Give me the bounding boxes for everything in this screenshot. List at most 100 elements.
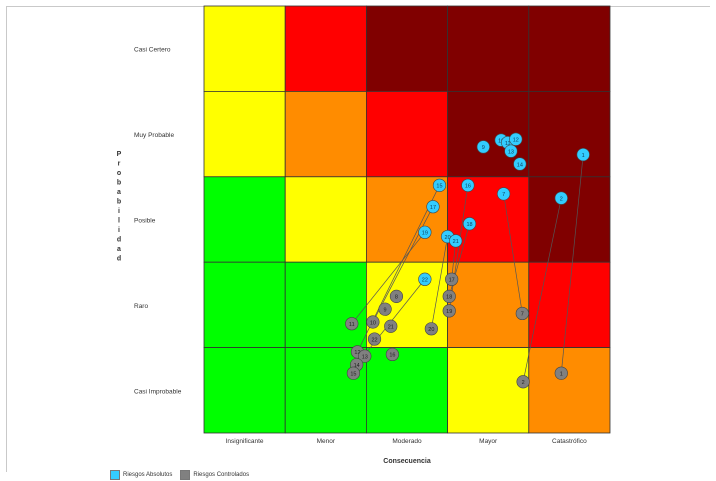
controlled-risk-point: 8: [389, 289, 404, 303]
controlled-risk-point-marker: [516, 375, 530, 389]
absolute-risk-point: 2: [554, 191, 568, 205]
controlled-risk-point: 9: [378, 302, 392, 316]
controlled-risk-point-marker: [385, 347, 399, 362]
absolute-risk-point: 16: [461, 178, 475, 192]
absolute-risk-point: 7: [497, 187, 511, 201]
controlled-risk-point-marker: [515, 306, 529, 321]
controlled-risk-point: 22: [367, 332, 382, 346]
legend-label-absolute: Riesgos Absolutos: [123, 472, 173, 478]
controlled-risk-point-label: 13: [362, 354, 368, 360]
absolute-risk-point-marker: [504, 144, 518, 158]
heatmap-cell: [203, 91, 286, 178]
absolute-risk-point-label: 14: [517, 162, 523, 168]
controlled-risk-point-label: 11: [349, 322, 355, 328]
controlled-risk-point-marker: [358, 349, 372, 363]
absolute-risk-point: 13: [504, 144, 518, 158]
heatmap-cell: [447, 5, 530, 92]
controlled-risk-point: 2: [516, 375, 530, 389]
controlled-risk-point-label: 14: [354, 363, 360, 369]
heatmap-cell: [203, 347, 286, 434]
x-tick-label: Moderado: [392, 438, 422, 445]
controlled-risk-point-label: 17: [449, 278, 455, 284]
controlled-risk-point-marker: [384, 319, 398, 333]
absolute-risk-point-marker: [418, 225, 432, 239]
controlled-risk-point: 21: [384, 319, 398, 333]
absolute-risk-point: 21: [449, 234, 463, 248]
connection-line: [351, 232, 426, 324]
x-tick-label: Menor: [317, 438, 336, 445]
controlled-risk-point: 17: [445, 272, 459, 286]
heatmap-cell: [447, 176, 530, 263]
x-axis-title: Consecuencia: [383, 458, 431, 465]
controlled-risk-point-marker: [442, 289, 456, 303]
legend-item-controlled: Riesgos Controlados: [180, 470, 249, 480]
controlled-risk-point-marker: [345, 317, 359, 331]
controlled-risk-point-marker: [445, 272, 459, 286]
connection-line: [448, 185, 469, 311]
absolute-risk-point: 15: [432, 178, 447, 192]
absolute-risk-point-label: 13: [508, 149, 514, 155]
y-axis-title-letter: P: [117, 151, 122, 158]
heatmap-cells: [203, 5, 611, 434]
controlled-risk-point-label: 8: [395, 295, 398, 301]
legend-label-controlled: Riesgos Controlados: [193, 472, 250, 478]
controlled-risk-point: 10: [366, 315, 380, 329]
heatmap-cell: [203, 261, 286, 349]
controlled-risk-point-label: 7: [521, 312, 524, 318]
controlled-risk-point: 11: [345, 317, 359, 331]
heatmap-cell: [365, 91, 448, 178]
x-tick-label: Mayor: [479, 438, 498, 445]
absolute-risk-point: 18: [462, 217, 477, 231]
heatmap-cell: [447, 261, 530, 349]
y-axis-title-letter: a: [117, 189, 121, 196]
controlled-risk-point-marker: [389, 289, 404, 303]
absolute-risk-point-label: 9: [482, 145, 485, 151]
absolute-risk-point-label: 18: [466, 222, 472, 228]
controlled-risk-point-marker: [424, 322, 438, 336]
controlled-risk-point-label: 22: [371, 337, 377, 343]
heatmap-cell: [284, 91, 367, 178]
y-axis-title-letter: b: [117, 180, 121, 187]
legend-swatch-absolute: [110, 470, 120, 480]
absolute-risk-point-label: 21: [453, 239, 459, 245]
absolute-risk-point: 9: [476, 140, 490, 154]
connection-line: [431, 236, 448, 329]
controlled-risk-point: 19: [442, 304, 456, 318]
absolute-risk-point: 14: [513, 157, 527, 171]
heatmap-cell: [528, 5, 611, 92]
controlled-risk-point-label: 1: [560, 372, 563, 378]
controlled-risk-point: 1: [554, 366, 568, 380]
heatmap-cell: [365, 176, 448, 263]
absolute-risk-point-label: 10: [498, 138, 504, 144]
y-axis-title-letter: o: [117, 170, 121, 177]
controlled-risk-point-label: 18: [446, 295, 452, 301]
absolute-risk-point-marker: [513, 157, 527, 171]
y-axis-title-letter: i: [118, 208, 120, 215]
heatmap-cell: [528, 347, 611, 434]
controlled-risk-point-label: 21: [388, 325, 394, 331]
controlled-risk-point-label: 9: [384, 307, 387, 313]
y-tick-label: Posible: [134, 218, 156, 225]
absolute-risk-point: 19: [418, 225, 432, 239]
absolute-risk-point: 22: [418, 272, 432, 286]
heatmap-cell: [203, 5, 286, 92]
controlled-risk-point-marker: [554, 366, 568, 380]
controlled-risk-point-marker: [367, 332, 382, 346]
absolute-risk-point-label: 16: [465, 184, 471, 190]
absolute-risk-point-label: 20: [445, 235, 451, 241]
absolute-risk-point-label: 12: [513, 138, 519, 144]
heatmap-cell: [203, 176, 286, 263]
connection-line: [560, 154, 584, 374]
absolute-risk-point-label: 7: [502, 192, 505, 198]
chart-frame-left: [6, 6, 7, 472]
absolute-risk-point-marker: [418, 272, 432, 286]
heatmap-cell: [447, 347, 530, 434]
controlled-risk-point: 7: [515, 306, 529, 321]
absolute-risk-point-marker: [576, 147, 590, 162]
heatmap-cell: [528, 91, 611, 178]
absolute-risk-point-label: 11: [505, 141, 511, 147]
